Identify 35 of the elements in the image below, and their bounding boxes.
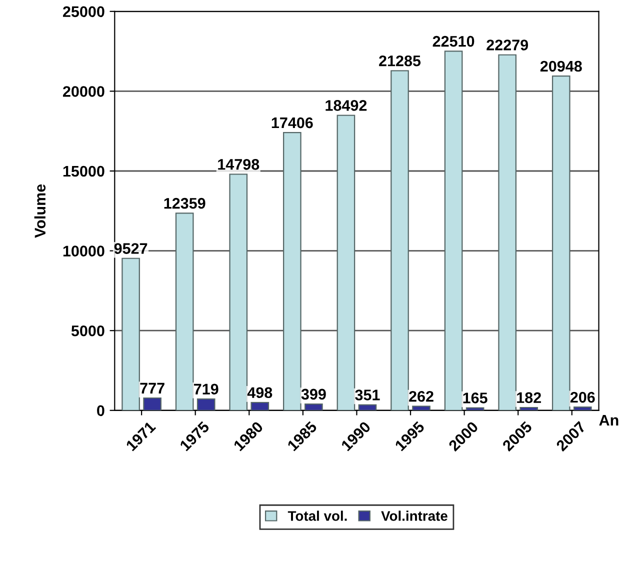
legend-label: Total vol. <box>288 510 347 521</box>
x-axis-title: An <box>599 414 618 426</box>
data-label: 351 <box>355 390 380 400</box>
data-label: 399 <box>301 388 326 400</box>
data-label: 262 <box>409 390 434 402</box>
bar <box>336 114 356 410</box>
data-label: 719 <box>194 384 218 395</box>
data-label: 22279 <box>486 40 528 50</box>
legend-label: Vol.intrate <box>381 510 448 521</box>
bar <box>498 54 516 410</box>
data-label: 498 <box>247 387 272 398</box>
data-label: 9527 <box>114 243 148 254</box>
y-tick-label: 20000 <box>62 86 104 97</box>
data-label: 17406 <box>272 117 313 128</box>
data-label: 22510 <box>432 36 474 47</box>
y-tick-label: 5000 <box>71 325 104 336</box>
data-label: 182 <box>517 392 541 404</box>
data-label: 777 <box>140 382 164 394</box>
bar <box>143 397 162 410</box>
y-tick-label: 25000 <box>62 6 104 18</box>
data-label: 21285 <box>379 55 421 66</box>
data-label: 206 <box>570 392 595 403</box>
y-tick-label: 0 <box>97 405 104 416</box>
y-axis-title: Volume <box>34 184 46 238</box>
y-tick-label: 15000 <box>63 166 104 177</box>
bar <box>573 406 592 410</box>
bar <box>304 403 323 410</box>
bar <box>466 407 484 410</box>
data-label: 12359 <box>164 198 206 209</box>
data-label: 20948 <box>540 60 582 72</box>
data-label: 165 <box>463 392 488 404</box>
data-label: 14798 <box>218 158 260 170</box>
y-tick-label: 10000 <box>63 246 104 256</box>
data-label: 18492 <box>326 100 367 111</box>
bar <box>390 70 409 410</box>
